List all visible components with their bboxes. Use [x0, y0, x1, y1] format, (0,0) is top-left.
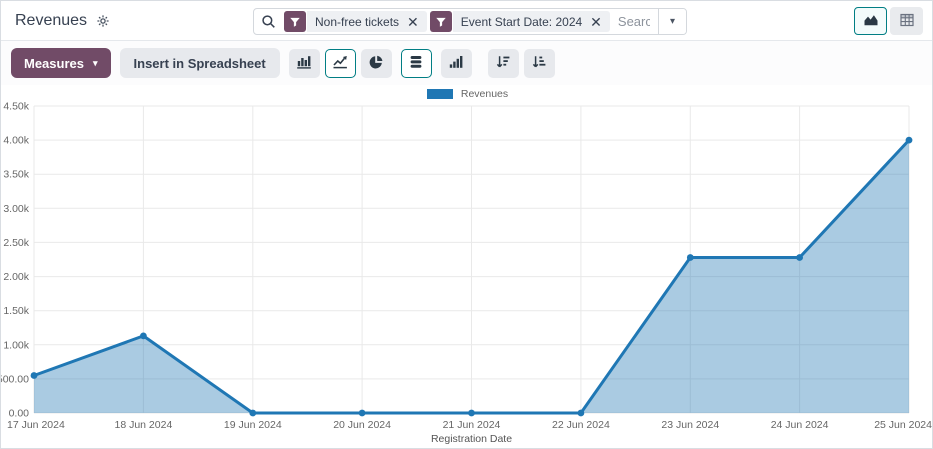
pivot-table-icon — [899, 12, 915, 31]
x-tick-label: 25 Jun 2024 — [874, 419, 932, 431]
y-tick-label: 3.50k — [3, 169, 29, 181]
y-tick-label: 2.00k — [3, 271, 29, 283]
legend-swatch — [426, 89, 453, 99]
data-point[interactable] — [358, 409, 366, 417]
area-fill — [34, 140, 909, 413]
data-point[interactable] — [468, 409, 475, 417]
filter-facet-non-free-tickets: Non-free tickets ✕ — [284, 11, 427, 32]
facet-label: Non-free tickets — [315, 14, 400, 29]
caret-down-icon: ▾ — [669, 16, 676, 27]
data-point[interactable] — [140, 332, 147, 340]
control-panel: Revenues — [1, 1, 932, 41]
bar-chart-icon — [296, 54, 312, 73]
pie-chart-icon — [368, 54, 384, 73]
sort-ascending-icon — [531, 54, 547, 73]
cumulative-toggle-button[interactable] — [440, 48, 472, 78]
funnel-icon — [284, 11, 306, 32]
chart-area: Revenues 0.00 500.00 1.00k 1.50k 2.00k 2.50k 3… — [1, 85, 932, 448]
sort-descending-icon — [495, 54, 511, 73]
chart-type-buttons — [288, 48, 392, 78]
gear-icon[interactable] — [96, 14, 110, 28]
search-dropdown-toggle[interactable]: ▾ — [658, 9, 686, 34]
pie-chart-button[interactable] — [360, 48, 392, 78]
search-input[interactable] — [609, 14, 658, 29]
data-point[interactable] — [686, 254, 694, 261]
y-tick-label: 1.50k — [3, 305, 29, 317]
chart-legend[interactable]: Revenues — [1, 88, 932, 100]
sort-descending-button[interactable] — [487, 48, 519, 78]
x-axis-title: Registration Date — [431, 433, 512, 445]
bar-chart-button[interactable] — [288, 48, 320, 78]
line-chart-button[interactable] — [324, 48, 356, 78]
data-point[interactable] — [796, 254, 803, 261]
legend-label: Revenues — [460, 88, 509, 100]
stacked-icon — [408, 54, 424, 73]
x-tick-label: 22 Jun 2024 — [552, 419, 610, 431]
x-tick-label: 20 Jun 2024 — [333, 419, 391, 431]
x-tick-label: 18 Jun 2024 — [114, 419, 172, 431]
filter-facet-event-start-date: Event Start Date: 2024 ✕ — [429, 11, 610, 32]
y-tick-label: 1.00k — [3, 339, 29, 351]
insert-in-spreadsheet-button[interactable]: Insert in Spreadsheet — [119, 48, 280, 78]
data-point[interactable] — [577, 409, 585, 417]
pivot-view-button[interactable] — [890, 7, 923, 35]
data-point[interactable] — [30, 372, 38, 379]
caret-down-icon: ▾ — [92, 57, 98, 68]
data-point[interactable] — [905, 136, 913, 144]
x-tick-label: 19 Jun 2024 — [224, 419, 282, 431]
y-tick-label: 4.50k — [3, 101, 29, 113]
sort-ascending-button[interactable] — [523, 48, 555, 78]
line-chart-icon — [332, 54, 348, 73]
y-tick-label: 3.00k — [3, 203, 29, 215]
graph-toolbar: Measures ▾ Insert in Spreadsheet — [1, 41, 932, 85]
view-switcher — [854, 7, 923, 35]
sort-buttons — [481, 48, 555, 78]
ascending-bars-icon — [448, 54, 464, 73]
y-tick-label: 2.50k — [3, 237, 29, 249]
revenues-line-chart: 0.00 500.00 1.00k 1.50k 2.00k 2.50k 3.00k 3.50k… — [1, 101, 932, 446]
x-tick-label: 24 Jun 2024 — [771, 419, 829, 431]
facet-remove-button[interactable]: ✕ — [407, 13, 419, 30]
stacked-toggle-button[interactable] — [400, 48, 432, 78]
area-chart-icon — [863, 12, 879, 31]
data-point[interactable] — [249, 409, 257, 417]
measures-button[interactable]: Measures ▾ — [11, 48, 111, 78]
graph-view-button[interactable] — [854, 7, 887, 35]
y-tick-label: 500.00 — [1, 373, 29, 385]
page-title: Revenues — [15, 11, 88, 29]
breadcrumb: Revenues — [15, 12, 110, 30]
x-tick-label: 23 Jun 2024 — [661, 419, 719, 431]
chart-option-buttons — [400, 48, 472, 78]
search-bar: Non-free tickets ✕ Event Start Date: 202… — [253, 8, 687, 35]
y-tick-label: 0.00 — [9, 408, 30, 420]
facet-label: Event Start Date: 2024 — [460, 14, 583, 29]
facet-remove-button[interactable]: ✕ — [590, 13, 602, 30]
search-icon — [261, 14, 276, 29]
x-tick-label: 17 Jun 2024 — [7, 419, 65, 431]
x-tick-label: 21 Jun 2024 — [443, 419, 501, 431]
funnel-icon — [429, 11, 452, 32]
y-tick-label: 4.00k — [3, 135, 29, 147]
